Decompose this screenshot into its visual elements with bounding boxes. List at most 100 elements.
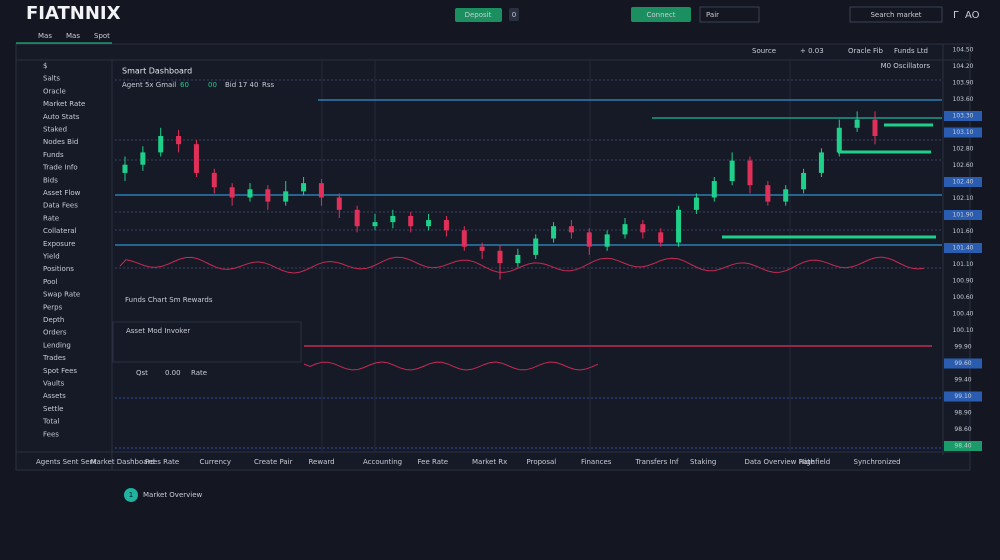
tab[interactable]: Spot xyxy=(94,32,110,40)
sidebar-item[interactable]: Yield xyxy=(42,253,60,261)
badge-circle[interactable] xyxy=(124,488,138,502)
badge-count[interactable]: 1 xyxy=(129,491,133,499)
sidebar-item[interactable]: Fees xyxy=(43,430,59,438)
sidebar-item[interactable]: Settle xyxy=(43,405,64,413)
footer-item[interactable]: Transfers Inf xyxy=(635,458,680,466)
footer-item[interactable]: Agents Sent Sent xyxy=(36,458,97,466)
footer-item[interactable]: Finances xyxy=(581,458,612,466)
sidebar-item[interactable]: Trade Info xyxy=(42,164,78,172)
button-label[interactable]: 0 xyxy=(512,11,516,19)
input-placeholder[interactable]: Search market xyxy=(870,11,921,19)
sidebar-item[interactable]: Bids xyxy=(43,176,58,184)
candle-body xyxy=(390,215,396,223)
candle-body xyxy=(479,246,485,251)
candle-body xyxy=(426,220,432,227)
sidebar-item[interactable]: Spot Fees xyxy=(43,367,77,375)
footer-item[interactable]: Proposal xyxy=(527,458,557,466)
sidebar-item[interactable]: Rate xyxy=(43,214,59,222)
price-label: 101.60 xyxy=(953,228,974,235)
footer-item[interactable]: Currency xyxy=(200,458,232,466)
price-tag xyxy=(944,243,982,253)
candle-body xyxy=(461,230,467,247)
panel-cell: Qst xyxy=(136,369,148,377)
price-label: 103.90 xyxy=(953,80,974,87)
chart-info: Bid 17 40 xyxy=(225,81,258,89)
candle-body xyxy=(158,136,164,153)
sidebar-item[interactable]: Trades xyxy=(42,354,66,362)
sidebar-item[interactable]: Nodes Bid xyxy=(43,138,78,146)
tab[interactable]: Mas xyxy=(38,32,52,40)
candle-body xyxy=(247,189,253,198)
sidebar-item[interactable]: Vaults xyxy=(43,380,65,388)
footer-item[interactable]: Market Rx xyxy=(472,458,507,466)
sidebar-item[interactable]: Salts xyxy=(43,75,60,83)
pair-input[interactable] xyxy=(699,6,760,23)
button-label[interactable]: Connect xyxy=(647,11,676,19)
price-label: 104.50 xyxy=(953,47,974,54)
sidebar-item[interactable]: Oracle xyxy=(43,87,66,95)
footer-item[interactable]: Create Pair xyxy=(254,458,293,466)
account-icon[interactable]: AO xyxy=(965,10,980,21)
sidebar-item[interactable]: $ xyxy=(43,62,47,70)
panel-cell: 0.00 xyxy=(165,369,181,377)
chart-info: Agent 5x Gmail xyxy=(122,81,176,89)
footer-item[interactable]: Staking xyxy=(690,458,716,466)
candle-body xyxy=(676,209,682,243)
tab[interactable]: Mas xyxy=(66,32,80,40)
deposit-button[interactable] xyxy=(455,8,502,22)
price-tag xyxy=(944,441,982,451)
candle-body xyxy=(301,183,307,192)
price-label: 102.40 xyxy=(953,179,974,186)
price-label: 102.10 xyxy=(953,195,974,202)
candle-body xyxy=(318,183,324,198)
footer-item[interactable]: Accounting xyxy=(363,458,402,466)
toolbar-item[interactable]: Funds Ltd xyxy=(894,47,928,55)
input-placeholder[interactable]: Pair xyxy=(706,11,719,19)
panel-cell: Rate xyxy=(191,369,207,377)
price-tag xyxy=(944,358,982,369)
price-label: 99.10 xyxy=(954,393,971,400)
candle-body xyxy=(283,191,289,202)
footer-item[interactable]: Highfield xyxy=(799,458,830,466)
toolbar-item[interactable]: Oracle Fib xyxy=(848,47,883,55)
price-label: 101.10 xyxy=(953,261,974,268)
footer-item[interactable]: Reward xyxy=(309,458,335,466)
price-label: 100.10 xyxy=(953,327,974,334)
search-input[interactable] xyxy=(849,6,943,23)
footer-item[interactable]: Fees Rate xyxy=(145,458,179,466)
sidebar-item[interactable]: Exposure xyxy=(43,240,75,248)
footer-item[interactable]: Data Overview Rate xyxy=(745,458,815,466)
sidebar-item[interactable]: Depth xyxy=(43,316,64,324)
candle-body xyxy=(551,226,557,239)
sidebar-item[interactable]: Orders xyxy=(43,329,67,337)
sidebar-item[interactable]: Auto Stats xyxy=(43,113,80,121)
connect-button[interactable] xyxy=(631,7,691,22)
footer-item[interactable]: Fee Rate xyxy=(418,458,449,466)
sidebar-item[interactable]: Funds xyxy=(43,151,64,159)
footer-item[interactable]: Market Dashboard xyxy=(91,458,155,466)
sidebar-item[interactable]: Data Fees xyxy=(43,202,78,210)
footer-item[interactable]: Synchronized xyxy=(854,458,901,466)
button-label[interactable]: Deposit xyxy=(465,11,492,19)
sidebar-item[interactable]: Pool xyxy=(43,278,58,286)
candle-body xyxy=(658,232,664,243)
logo: FIATNNIX xyxy=(26,3,121,24)
sidebar-item[interactable]: Positions xyxy=(43,265,74,273)
toolbar-item[interactable]: + 0.03 xyxy=(800,47,824,55)
count-button[interactable] xyxy=(509,8,519,21)
sidebar-item[interactable]: Asset Flow xyxy=(43,189,81,197)
sidebar-item[interactable]: Perps xyxy=(43,303,63,311)
chart-title: Smart Dashboard xyxy=(122,67,192,76)
sidebar-item[interactable]: Collateral xyxy=(43,227,77,235)
sidebar-item[interactable]: Assets xyxy=(43,392,66,400)
sidebar-item[interactable]: Total xyxy=(42,418,59,426)
badge-label[interactable]: Market Overview xyxy=(143,491,203,499)
toolbar-item[interactable]: Source xyxy=(752,47,776,55)
candle-body xyxy=(497,250,503,264)
sidebar-item[interactable]: Lending xyxy=(43,341,71,349)
sidebar-item[interactable]: Staked xyxy=(43,126,67,134)
menu-icon[interactable]: Γ xyxy=(953,10,959,21)
sidebar-item[interactable]: Swap Rate xyxy=(43,291,80,299)
sidebar-item[interactable]: Market Rate xyxy=(43,100,85,108)
